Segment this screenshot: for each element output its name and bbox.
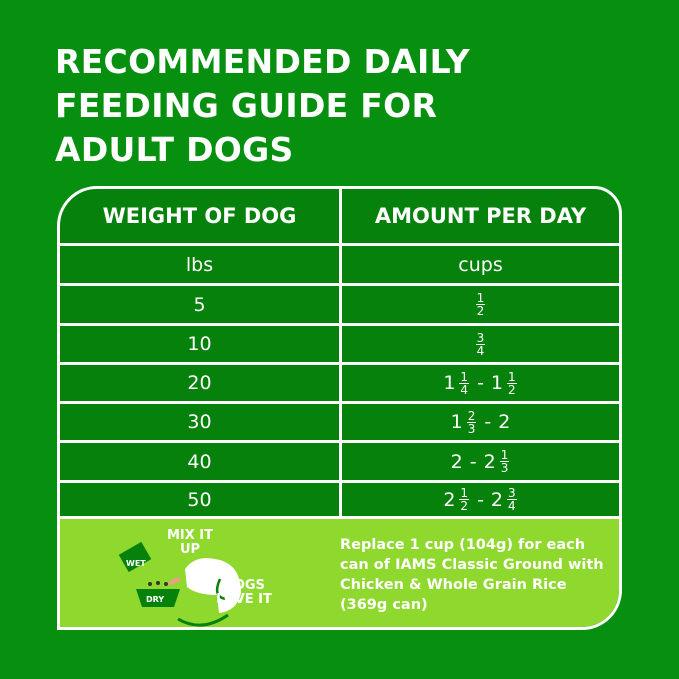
amount-header: AMOUNT PER DAY [374,204,587,228]
dog-mix-graphic [118,541,241,627]
whole-number: 2 [483,450,496,473]
page-title: RECOMMENDED DAILY FEEDING GUIDE FOR ADUL… [55,40,470,172]
denominator: 2 [476,304,485,318]
denominator: 4 [476,343,485,358]
weight-cell: 40 [60,443,342,480]
units-row: lbs cups [60,246,619,286]
table-row: 10 3 4 [60,326,619,365]
love-label: DOGS LOVE IT [216,578,272,607]
table-row: 50 2 1 2-2 3 4 [60,483,619,519]
amount-unit: cups [458,253,503,276]
denominator: 4 [508,499,516,513]
whole-number: 2 [498,411,511,433]
whole-number: 2 [490,488,504,511]
table-row: 20 1 1 4-1 1 2 [60,365,619,404]
numerator: 1 [475,291,486,305]
header-row: WEIGHT OF DOG AMOUNT PER DAY [60,189,619,246]
whole-number: 2 [443,488,456,511]
mix-label: MIX IT UP [166,528,214,557]
denominator: 2 [508,382,516,397]
weight-cell: 20 [60,365,342,401]
note-text: Replace 1 cup (104g) for each can of IAM… [340,537,604,613]
title-line: RECOMMENDED DAILY [55,42,470,81]
numerator: 3 [475,330,486,345]
numerator: 1 [507,369,517,384]
numerator: 1 [459,486,470,500]
weight-unit: lbs [60,246,342,283]
table-row: 40 2-2 1 3 [60,443,619,483]
whole-number: 1 [443,372,456,394]
numerator: 3 [507,486,517,500]
numerator: 2 [466,408,477,423]
numerator: 1 [459,369,470,384]
weight-cell: 50 [60,483,342,516]
denominator: 3 [500,461,509,475]
weight-cell: 5 [60,286,342,323]
whole-number: 2 [450,450,463,473]
denominator: 4 [460,382,469,397]
denominator: 2 [460,499,469,513]
table-row: 30 1 2 3-2 [60,404,619,443]
whole-number: 1 [490,372,504,394]
dry-label: DRY [146,595,165,604]
title-line: FEEDING GUIDE FOR [55,86,438,125]
wet-label: WET [126,559,146,568]
title-line: ADULT DOGS [55,130,294,169]
whole-number: 1 [450,411,463,433]
weight-header: WEIGHT OF DOG [60,189,342,243]
mixing-note: MIX IT UP DOGS LOVE IT WET DRY Replace 1… [60,519,619,627]
denominator: 3 [467,421,476,436]
weight-cell: 30 [60,404,342,440]
numerator: 1 [499,448,510,462]
weight-cell: 10 [60,326,342,362]
